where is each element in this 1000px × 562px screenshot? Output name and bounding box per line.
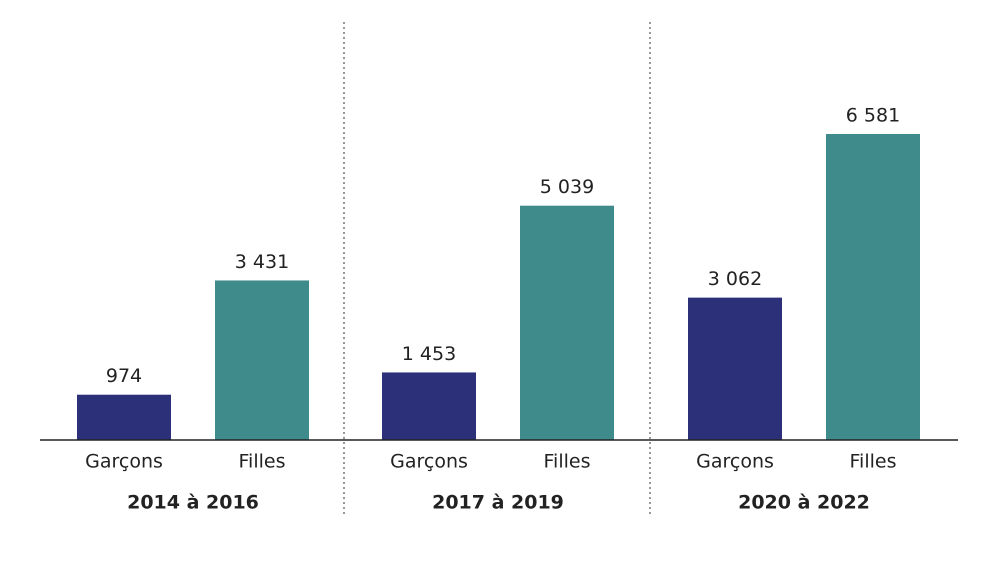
series-label: Filles: [850, 451, 897, 473]
value-label: 5 039: [540, 176, 594, 198]
series-label: Filles: [239, 451, 286, 473]
bar: [826, 134, 920, 440]
bar: [520, 205, 614, 440]
series-label: Garçons: [85, 451, 163, 473]
group-label: 2017 à 2019: [432, 492, 564, 514]
value-label: 1 453: [402, 343, 456, 365]
series-label: Garçons: [390, 451, 468, 473]
series-label: Garçons: [696, 451, 774, 473]
value-label: 6 581: [846, 105, 900, 127]
group-label: 2020 à 2022: [738, 492, 870, 514]
value-label: 974: [106, 365, 142, 387]
bar: [688, 297, 782, 440]
value-label: 3 062: [708, 268, 762, 290]
value-label: 3 431: [235, 251, 289, 273]
group-label: 2014 à 2016: [127, 492, 259, 514]
bar: [77, 394, 171, 440]
bar: [382, 372, 476, 440]
bar: [215, 280, 309, 440]
series-label: Filles: [544, 451, 591, 473]
